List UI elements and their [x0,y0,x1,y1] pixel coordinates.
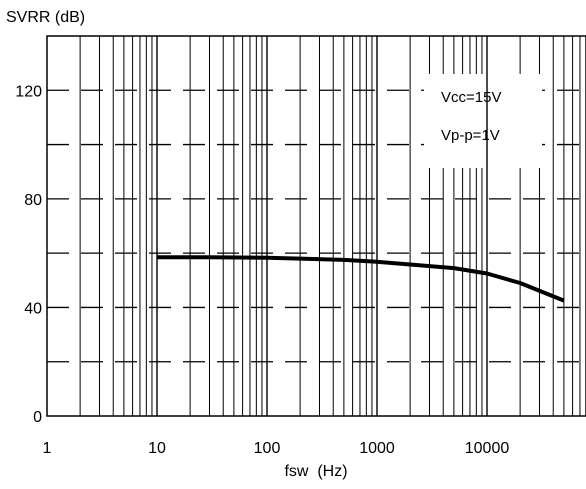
series-line [157,255,565,303]
y-tick-label: 120 [15,83,42,100]
svrr-curve [157,255,565,303]
x-tick-label: 10 [148,440,166,457]
y-tick-label: 80 [24,192,42,209]
minor-vertical-grid [79,36,581,416]
x-tick-label: 10000 [465,440,510,457]
x-tick-labels: 1 10 100 1000 10000 [43,440,510,457]
annotation-vpp: Vp-p=1V [441,127,500,144]
x-tick-label: 1000 [359,440,395,457]
x-tick-label: 100 [254,440,281,457]
y-tick-label: 40 [24,300,42,317]
x-axis-label: fsw (Hz) [284,463,347,480]
y-tick-labels: 0 40 80 120 [15,83,42,426]
annotation-vcc: Vcc=15V [441,89,501,106]
major-vertical-grid [156,36,488,416]
x-tick-label: 1 [43,440,52,457]
annotation-box [424,74,542,168]
y-tick-label: 0 [33,409,42,426]
y-axis-label: SVRR (dB) [6,9,85,26]
plot-frame [46,35,586,417]
